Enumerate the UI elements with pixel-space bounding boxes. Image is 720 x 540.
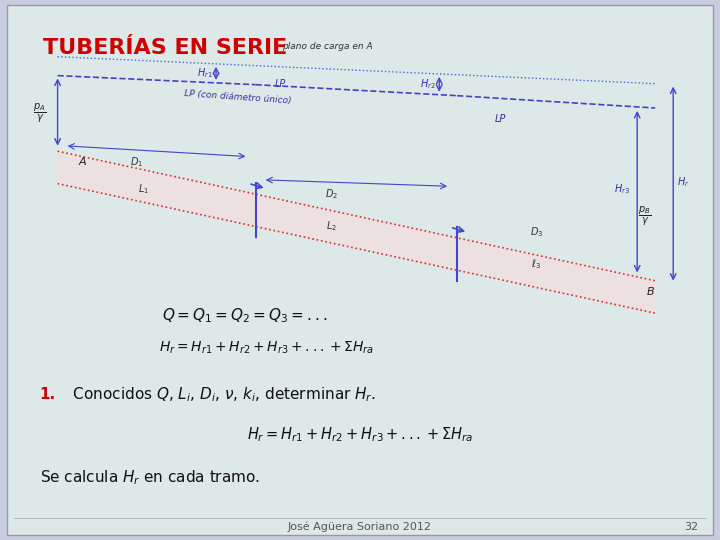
Text: $H_{r1}$: $H_{r1}$: [197, 66, 212, 80]
Text: LP (con diámetro único): LP (con diámetro único): [184, 89, 292, 105]
Text: $\ell_3$: $\ell_3$: [531, 257, 541, 271]
Text: $H_{r2}$: $H_{r2}$: [420, 77, 436, 91]
Text: José Agüera Soriano 2012: José Agüera Soriano 2012: [288, 521, 432, 532]
Polygon shape: [58, 151, 655, 313]
Text: TUBERÍAS EN SERIE: TUBERÍAS EN SERIE: [43, 38, 287, 58]
Text: $D_2$: $D_2$: [325, 187, 338, 201]
Text: $D_3$: $D_3$: [530, 225, 543, 239]
Text: $Q = Q_1 = Q_2 = Q_3 = ...$: $Q = Q_1 = Q_2 = Q_3 = ...$: [162, 307, 328, 325]
Text: $D_1$: $D_1$: [130, 154, 143, 168]
Text: $H_r = H_{r1} + H_{r2} + H_{r3} + ... + \Sigma H_{ra}$: $H_r = H_{r1} + H_{r2} + H_{r3} + ... + …: [159, 340, 374, 356]
Text: $H_{r3}$: $H_{r3}$: [614, 182, 630, 196]
Text: LP: LP: [495, 113, 506, 124]
Text: $L_1$: $L_1$: [138, 181, 150, 195]
Text: plano de carga en A: plano de carga en A: [282, 42, 373, 51]
Text: LP: LP: [275, 79, 287, 89]
Text: Se calcula $H_r$ en cada tramo.: Se calcula $H_r$ en cada tramo.: [40, 469, 260, 487]
Text: $H_r$: $H_r$: [677, 176, 689, 189]
Text: $\dfrac{p_A}{\gamma}$: $\dfrac{p_A}{\gamma}$: [33, 102, 46, 125]
Text: A: A: [79, 157, 86, 167]
Text: 32: 32: [684, 522, 698, 531]
Text: B: B: [647, 287, 654, 296]
Text: 1.: 1.: [40, 387, 55, 402]
Text: $H_r = H_{r1} + H_{r2} + H_{r3} + ... + \Sigma H_{ra}$: $H_r = H_{r1} + H_{r2} + H_{r3} + ... + …: [247, 426, 473, 444]
Text: Conocidos $Q$, $L_i$, $D_i$, $\nu$, $k_i$, determinar $H_r$.: Conocidos $Q$, $L_i$, $D_i$, $\nu$, $k_i…: [68, 385, 377, 403]
Text: $L_2$: $L_2$: [325, 219, 337, 233]
Text: $\dfrac{p_B}{\gamma}$: $\dfrac{p_B}{\gamma}$: [638, 205, 651, 227]
